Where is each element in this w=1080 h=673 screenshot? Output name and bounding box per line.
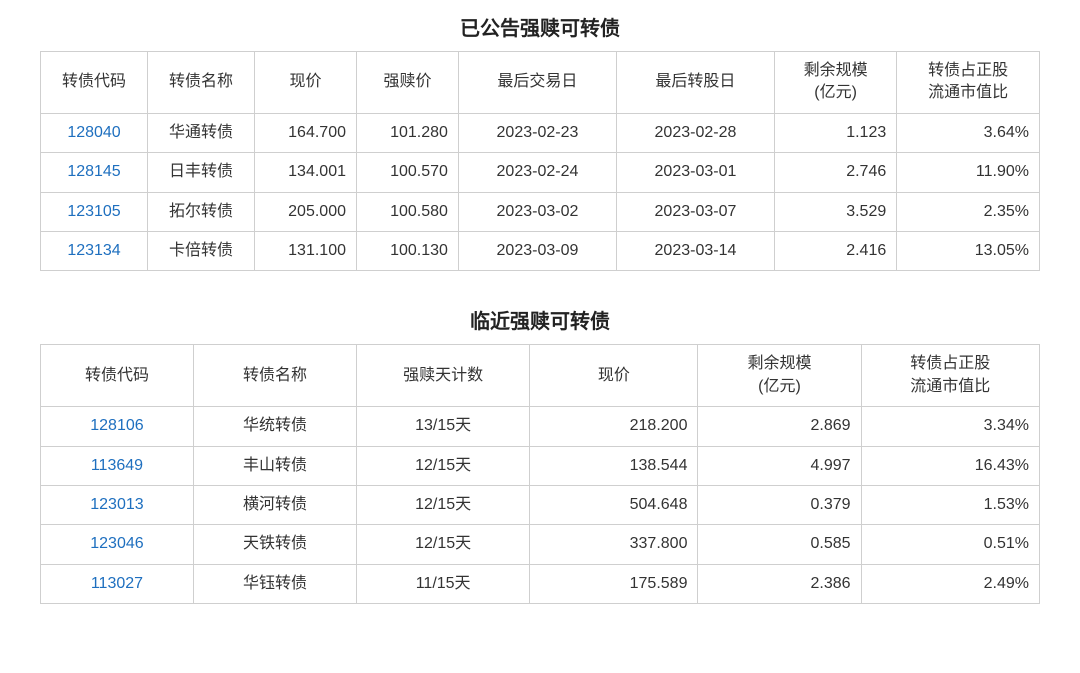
- section-gap: [40, 271, 1040, 305]
- ratio: 0.51%: [861, 525, 1039, 564]
- approaching-title: 临近强赎可转债: [40, 305, 1040, 334]
- announced-tbody: 128040 华通转债 164.700 101.280 2023-02-23 2…: [41, 113, 1040, 271]
- col-days: 强赎天计数: [357, 345, 530, 407]
- table-row: 128145 日丰转债 134.001 100.570 2023-02-24 2…: [41, 153, 1040, 192]
- table-row: 123105 拓尔转债 205.000 100.580 2023-03-02 2…: [41, 192, 1040, 231]
- bond-code-link[interactable]: 113649: [41, 446, 194, 485]
- days: 13/15天: [357, 407, 530, 446]
- price: 337.800: [530, 525, 698, 564]
- price: 205.000: [255, 192, 357, 231]
- bond-name: 天铁转债: [193, 525, 356, 564]
- bond-name: 华通转债: [148, 113, 255, 152]
- col-last-conv: 最后转股日: [616, 52, 774, 114]
- days: 11/15天: [357, 564, 530, 603]
- remain: 4.997: [698, 446, 861, 485]
- last-conv: 2023-03-07: [616, 192, 774, 231]
- redeem-price: 100.130: [357, 231, 459, 270]
- bond-code-link[interactable]: 113027: [41, 564, 194, 603]
- col-last-trade: 最后交易日: [458, 52, 616, 114]
- redeem-price: 101.280: [357, 113, 459, 152]
- bond-code-link[interactable]: 123105: [41, 192, 148, 231]
- announced-table: 转债代码 转债名称 现价 强赎价 最后交易日 最后转股日 剩余规模(亿元) 转债…: [40, 51, 1040, 271]
- last-trade: 2023-02-24: [458, 153, 616, 192]
- table-row: 123013 横河转债 12/15天 504.648 0.379 1.53%: [41, 485, 1040, 524]
- bond-code-link[interactable]: 123013: [41, 485, 194, 524]
- col-ratio: 转债占正股流通市值比: [897, 52, 1040, 114]
- table-row: 123134 卡倍转债 131.100 100.130 2023-03-09 2…: [41, 231, 1040, 270]
- col-code: 转债代码: [41, 345, 194, 407]
- price: 504.648: [530, 485, 698, 524]
- ratio: 2.49%: [861, 564, 1039, 603]
- price: 134.001: [255, 153, 357, 192]
- announced-header-row: 转债代码 转债名称 现价 强赎价 最后交易日 最后转股日 剩余规模(亿元) 转债…: [41, 52, 1040, 114]
- bond-name: 拓尔转债: [148, 192, 255, 231]
- bond-name: 横河转债: [193, 485, 356, 524]
- ratio: 2.35%: [897, 192, 1040, 231]
- bond-name: 华统转债: [193, 407, 356, 446]
- col-remain: 剩余规模(亿元): [698, 345, 861, 407]
- bond-name: 日丰转债: [148, 153, 255, 192]
- last-trade: 2023-03-09: [458, 231, 616, 270]
- bond-code-link[interactable]: 123046: [41, 525, 194, 564]
- approaching-tbody: 128106 华统转债 13/15天 218.200 2.869 3.34% 1…: [41, 407, 1040, 604]
- col-redeem: 强赎价: [357, 52, 459, 114]
- bond-code-link[interactable]: 128145: [41, 153, 148, 192]
- days: 12/15天: [357, 525, 530, 564]
- table-row: 128040 华通转债 164.700 101.280 2023-02-23 2…: [41, 113, 1040, 152]
- remain: 2.386: [698, 564, 861, 603]
- price: 175.589: [530, 564, 698, 603]
- days: 12/15天: [357, 485, 530, 524]
- ratio: 11.90%: [897, 153, 1040, 192]
- remain: 2.746: [774, 153, 896, 192]
- remain: 2.869: [698, 407, 861, 446]
- days: 12/15天: [357, 446, 530, 485]
- ratio: 13.05%: [897, 231, 1040, 270]
- bond-name: 华钰转债: [193, 564, 356, 603]
- remain: 0.585: [698, 525, 861, 564]
- price: 218.200: [530, 407, 698, 446]
- approaching-table: 转债代码 转债名称 强赎天计数 现价 剩余规模(亿元) 转债占正股流通市值比 1…: [40, 344, 1040, 604]
- table-row: 113649 丰山转债 12/15天 138.544 4.997 16.43%: [41, 446, 1040, 485]
- redeem-price: 100.580: [357, 192, 459, 231]
- last-trade: 2023-02-23: [458, 113, 616, 152]
- col-remain: 剩余规模(亿元): [774, 52, 896, 114]
- col-ratio: 转债占正股流通市值比: [861, 345, 1039, 407]
- table-row: 113027 华钰转债 11/15天 175.589 2.386 2.49%: [41, 564, 1040, 603]
- table-row: 123046 天铁转债 12/15天 337.800 0.585 0.51%: [41, 525, 1040, 564]
- remain: 1.123: [774, 113, 896, 152]
- last-conv: 2023-02-28: [616, 113, 774, 152]
- bond-code-link[interactable]: 128106: [41, 407, 194, 446]
- ratio: 16.43%: [861, 446, 1039, 485]
- bond-name: 卡倍转债: [148, 231, 255, 270]
- remain: 2.416: [774, 231, 896, 270]
- price: 138.544: [530, 446, 698, 485]
- col-name: 转债名称: [193, 345, 356, 407]
- bond-name: 丰山转债: [193, 446, 356, 485]
- col-price: 现价: [530, 345, 698, 407]
- last-trade: 2023-03-02: [458, 192, 616, 231]
- ratio: 3.34%: [861, 407, 1039, 446]
- ratio: 1.53%: [861, 485, 1039, 524]
- table-row: 128106 华统转债 13/15天 218.200 2.869 3.34%: [41, 407, 1040, 446]
- last-conv: 2023-03-14: [616, 231, 774, 270]
- bond-code-link[interactable]: 128040: [41, 113, 148, 152]
- announced-title: 已公告强赎可转债: [40, 12, 1040, 41]
- ratio: 3.64%: [897, 113, 1040, 152]
- price: 164.700: [255, 113, 357, 152]
- col-price: 现价: [255, 52, 357, 114]
- redeem-price: 100.570: [357, 153, 459, 192]
- approaching-header-row: 转债代码 转债名称 强赎天计数 现价 剩余规模(亿元) 转债占正股流通市值比: [41, 345, 1040, 407]
- remain: 3.529: [774, 192, 896, 231]
- remain: 0.379: [698, 485, 861, 524]
- price: 131.100: [255, 231, 357, 270]
- bond-code-link[interactable]: 123134: [41, 231, 148, 270]
- last-conv: 2023-03-01: [616, 153, 774, 192]
- col-code: 转债代码: [41, 52, 148, 114]
- col-name: 转债名称: [148, 52, 255, 114]
